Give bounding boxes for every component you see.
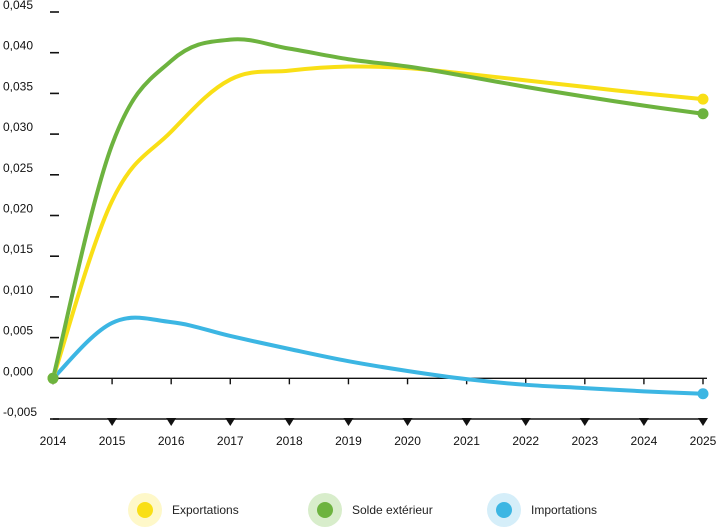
y-tick-label: 0,015	[3, 242, 33, 256]
series-point	[47, 372, 59, 384]
x-axis: 2014 2015 2016 2017 2018 2019 2020 2021 2022 2023…	[40, 377, 717, 448]
legend-label: Solde extérieur	[352, 503, 433, 517]
series-point	[697, 388, 709, 400]
x-tick-label: 2016	[158, 434, 185, 448]
legend-marker-icon	[487, 493, 521, 527]
y-tick-label: 0,035	[3, 79, 33, 93]
series-point	[697, 93, 709, 105]
legend-item-exportations[interactable]: Exportations	[128, 492, 239, 528]
series-layer	[47, 37, 709, 400]
series-line-exportations	[51, 64, 705, 381]
x-tick-marker	[343, 418, 354, 426]
legend-label: Exportations	[172, 503, 239, 517]
series-point	[697, 108, 709, 120]
x-tick-label: 2015	[99, 434, 126, 448]
y-tick-label: 0,005	[3, 324, 33, 338]
x-tick-marker	[225, 418, 236, 426]
legend-item-solde-exterieur[interactable]: Solde extérieur	[308, 492, 433, 528]
legend-label: Importations	[531, 503, 598, 517]
x-tick-marker	[638, 418, 649, 426]
y-tick-label: 0,045	[3, 0, 33, 12]
x-tick-marker	[461, 418, 472, 426]
y-tick-label: 0,030	[3, 120, 33, 134]
x-tick-label: 2014	[40, 434, 67, 448]
x-tick-marker	[284, 418, 295, 426]
legend-marker-icon	[308, 493, 342, 527]
series-line-solde-ext-rieur	[51, 37, 705, 381]
y-tick-label: 0,010	[3, 283, 33, 297]
x-tick-label: 2023	[571, 434, 598, 448]
x-tick-label: 2022	[512, 434, 539, 448]
x-tick-marker	[166, 418, 177, 426]
y-tick-label: 0,020	[3, 202, 33, 216]
y-axis: -0,005 0,000 0,005 0,010 0,015 0,020 0,025 0,03…	[3, 0, 59, 420]
x-tick-marker	[402, 418, 413, 426]
x-tick-label: 2017	[217, 434, 244, 448]
y-tick-label: 0,040	[3, 39, 33, 53]
x-tick-label: 2021	[453, 434, 480, 448]
x-tick-marker	[520, 418, 531, 426]
x-tick-marker	[698, 418, 708, 426]
x-tick-label: 2018	[276, 434, 303, 448]
y-tick-label: 0,000	[3, 364, 33, 378]
x-tick-marker	[579, 418, 590, 426]
x-tick-label: 2024	[631, 434, 658, 448]
legend-item-importations[interactable]: Importations	[487, 492, 597, 528]
legend: Exportations Solde extérieur Importation…	[0, 492, 723, 528]
x-tick-label: 2019	[335, 434, 362, 448]
y-tick-label: 0,025	[3, 161, 33, 175]
x-tick-label: 2025	[690, 434, 717, 448]
legend-marker-icon	[128, 493, 162, 527]
x-tick-marker	[107, 418, 118, 426]
y-tick-label: -0,005	[3, 405, 37, 419]
series-line-importations	[51, 315, 705, 396]
x-tick-label: 2020	[394, 434, 421, 448]
